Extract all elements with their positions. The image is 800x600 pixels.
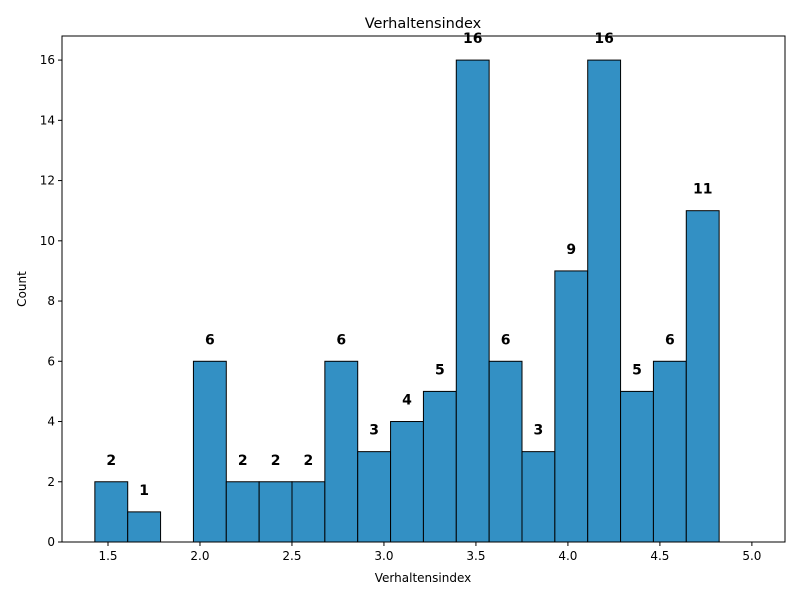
y-tick-label: 10	[40, 234, 55, 248]
bar-value-label: 9	[566, 242, 576, 258]
x-axis-title: Verhaltensindex	[375, 571, 471, 585]
histogram-bar	[390, 421, 424, 543]
histogram-bar	[685, 210, 720, 543]
bar-value-label: 16	[594, 31, 613, 47]
bar-value-label: 3	[369, 423, 379, 439]
x-axis-ticks: 1.5 2.0 2.5 3.0 3.5 4.0 4.5 5.0	[98, 542, 761, 563]
y-tick-label: 2	[47, 475, 55, 489]
histogram-bar	[291, 481, 326, 543]
bar-value-label: 16	[463, 31, 482, 47]
bar-value-label: 3	[534, 423, 544, 439]
histogram-bar	[488, 360, 523, 543]
bar-value-label: 6	[205, 332, 215, 348]
histogram-bar	[127, 511, 162, 543]
x-tick-label: 4.0	[558, 549, 577, 563]
y-tick-label: 0	[47, 535, 55, 549]
bar-value-label: 2	[106, 453, 116, 469]
y-tick-label: 12	[40, 174, 55, 188]
bar-value-label: 2	[271, 453, 281, 469]
x-tick-label: 3.0	[374, 549, 393, 563]
bar-value-label: 4	[402, 393, 412, 409]
bar-value-label: 11	[693, 182, 712, 198]
histogram-bar	[422, 390, 457, 543]
histogram-bar	[587, 59, 622, 543]
x-tick-label: 2.0	[190, 549, 209, 563]
histogram-bar	[455, 59, 490, 543]
bar-value-label: 6	[336, 332, 346, 348]
y-tick-label: 8	[47, 294, 55, 308]
bar-value-label: 5	[435, 362, 445, 378]
histogram-bar	[258, 481, 293, 543]
bar-value-label: 6	[501, 332, 511, 348]
bar-value-label: 1	[139, 483, 149, 499]
bar-value-label: 6	[665, 332, 675, 348]
x-tick-label: 2.5	[282, 549, 301, 563]
bars-group	[94, 59, 720, 543]
histogram-bar	[94, 481, 129, 543]
y-axis-ticks: 0 2 4 6 8 10 12 14 16	[40, 53, 62, 549]
y-axis-title: Count	[15, 271, 29, 307]
plot-frame	[61, 35, 786, 543]
histogram-bar	[554, 270, 589, 543]
x-tick-label: 4.5	[650, 549, 669, 563]
x-tick-label: 5.0	[742, 549, 761, 563]
histogram-bar	[357, 451, 392, 543]
bar-value-label: 2	[304, 453, 314, 469]
chart-title: Verhaltensindex	[365, 16, 482, 32]
bar-value-label: 5	[632, 362, 642, 378]
y-tick-label: 4	[47, 415, 55, 429]
histogram-bar	[225, 481, 260, 543]
x-tick-label: 1.5	[98, 549, 117, 563]
histogram-bar	[652, 360, 687, 543]
y-tick-label: 6	[47, 354, 55, 368]
histogram-bar	[192, 360, 227, 543]
bar-value-label: 2	[238, 453, 248, 469]
histogram-bar	[521, 451, 556, 543]
y-tick-label: 16	[40, 53, 55, 67]
histogram-bar	[620, 390, 654, 543]
histogram-bar	[324, 360, 359, 543]
x-tick-label: 3.5	[466, 549, 485, 563]
y-tick-label: 14	[40, 113, 55, 127]
